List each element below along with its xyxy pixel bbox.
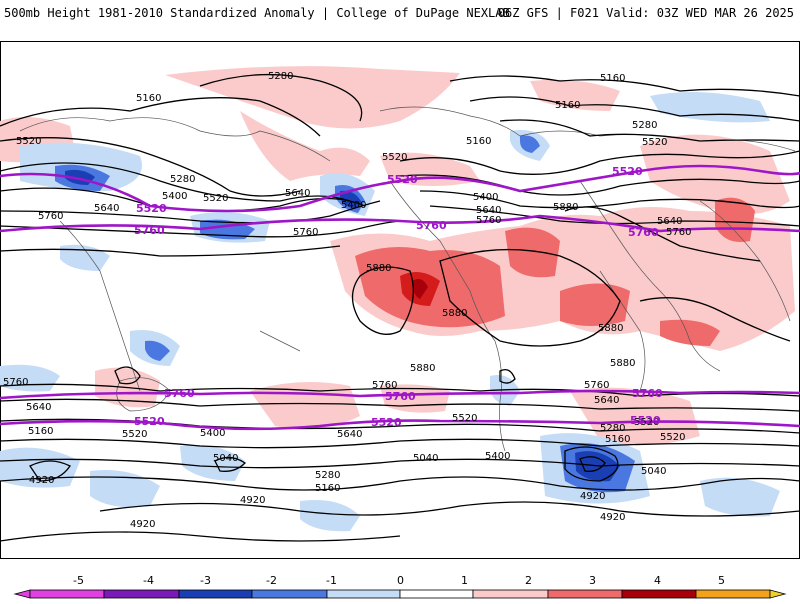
colorbar-max-arrow [769,589,787,599]
contour-label: 5280 [315,470,340,481]
contour-label: 5640 [594,395,619,406]
key-contour-label: 5760 [134,224,165,237]
contour-label: 5880 [553,202,578,213]
key-contour-label: 5760 [416,219,447,232]
contour-labels: 5280 5160 5160 5160 5160 5280 5520 5520 … [3,71,691,530]
colorbar-segment [178,589,253,599]
contour-label: 5760 [38,211,63,222]
colorbar-segment [251,589,328,599]
colorbar-tick: -2 [266,574,277,587]
contour-label: 5760 [666,227,691,238]
colorbar-tick: -3 [200,574,211,587]
contour-label: 4920 [240,495,265,506]
key-contour-label: 5520 [371,416,402,429]
colorbar-segment [547,589,623,599]
key-contour-labels: 5520 5520 5520 5760 5760 5760 5760 5760 … [134,165,663,429]
contour-label: 5400 [200,428,225,439]
colorbar-tick: -5 [73,574,84,587]
contour-label: 5160 [600,73,625,84]
contour-label: 5520 [382,152,407,163]
key-contour-label: 5760 [385,390,416,403]
contour-label: 5760 [584,380,609,391]
colorbar-segment [103,589,180,599]
colorbar-tick: 5 [718,574,725,587]
contour-label: 5040 [413,453,438,464]
contour-label: 4920 [600,512,625,523]
colorbar-segment [621,589,697,599]
key-contour-label: 5520 [612,165,643,178]
contour-label: 5520 [642,137,667,148]
contour-label: 5760 [293,227,318,238]
contour-label: 4920 [130,519,155,530]
contour-label: 5640 [26,402,51,413]
contour-label: 5280 [268,71,293,82]
contour-label: 5160 [605,434,630,445]
contour-label: 5880 [442,308,467,319]
contour-label: 5280 [170,174,195,185]
contour-label: 4920 [29,475,54,486]
key-contour-label: 5520 [630,414,661,427]
contour-label: 5400 [473,192,498,203]
colorbar-tick: 3 [589,574,596,587]
key-contours [0,164,800,431]
colorbar: -5 -4 -3 -2 -1 0 1 2 3 4 5 [0,570,800,600]
header-title: 500mb Height 1981-2010 Standardized Anom… [4,6,510,20]
key-contour-label: 5760 [164,387,195,400]
contour-label: 5640 [476,205,501,216]
colorbar-segment [326,589,401,599]
contour-label: 5880 [366,263,391,274]
contour-label: 5640 [657,216,682,227]
contour-label: 5160 [28,426,53,437]
colorbar-tick: 4 [654,574,661,587]
anomaly-map: 5280 5160 5160 5160 5160 5280 5520 5520 … [0,41,800,559]
colorbar-segment [695,589,771,599]
contour-label: 5760 [372,380,397,391]
colorbar-tick: 0 [397,574,404,587]
colorbar-tick: 1 [461,574,468,587]
colorbar-tick: 2 [525,574,532,587]
contour-label: 5280 [600,423,625,434]
contour-label: 4920 [580,491,605,502]
contour-label: 5280 [632,120,657,131]
contour-label: 5760 [3,377,28,388]
contour-label: 5040 [641,466,666,477]
contour-label: 5880 [598,323,623,334]
contour-label: 5880 [610,358,635,369]
colorbar-tick: -4 [143,574,154,587]
contour-label: 5520 [452,413,477,424]
colorbar-graphic: -5 -4 -3 -2 -1 0 1 2 3 4 5 [13,574,787,599]
contour-label: 5520 [660,432,685,443]
key-contour-label: 5520 [134,415,165,428]
colorbar-tick: -1 [326,574,337,587]
contour-label: 5160 [315,483,340,494]
contour-label: 5640 [337,429,362,440]
colorbar-segment [29,589,105,599]
contour-label: 5160 [136,93,161,104]
contour-label: 5520 [203,193,228,204]
contour-label: 5160 [466,136,491,147]
contour-label: 5400 [162,191,187,202]
contour-label: 5520 [634,417,659,428]
contour-label: 5760 [476,215,501,226]
contour-label: 5880 [410,363,435,374]
contour-label: 5640 [94,203,119,214]
negative-anomaly-shading [0,92,780,532]
key-contour-label: 5520 [387,173,418,186]
colorbar-min-arrow [13,589,31,599]
contour-label: 5520 [122,429,147,440]
contour-label: 5520 [16,136,41,147]
contour-label: 5400 [341,200,366,211]
header-valid-time: 06Z GFS | F021 Valid: 03Z WED MAR 26 202… [497,6,794,20]
contour-label: 5400 [485,451,510,462]
contour-label: 5640 [285,188,310,199]
map-panel: 5280 5160 5160 5160 5160 5280 5520 5520 … [0,41,800,559]
colorbar-segment [472,589,549,599]
key-contour-label: 5520 [136,202,167,215]
key-contour-label: 5760 [628,226,659,239]
contour-label: 5040 [213,453,238,464]
key-contour-label: 5760 [632,387,663,400]
contour-label: 5160 [555,100,580,111]
colorbar-segment [399,589,474,599]
